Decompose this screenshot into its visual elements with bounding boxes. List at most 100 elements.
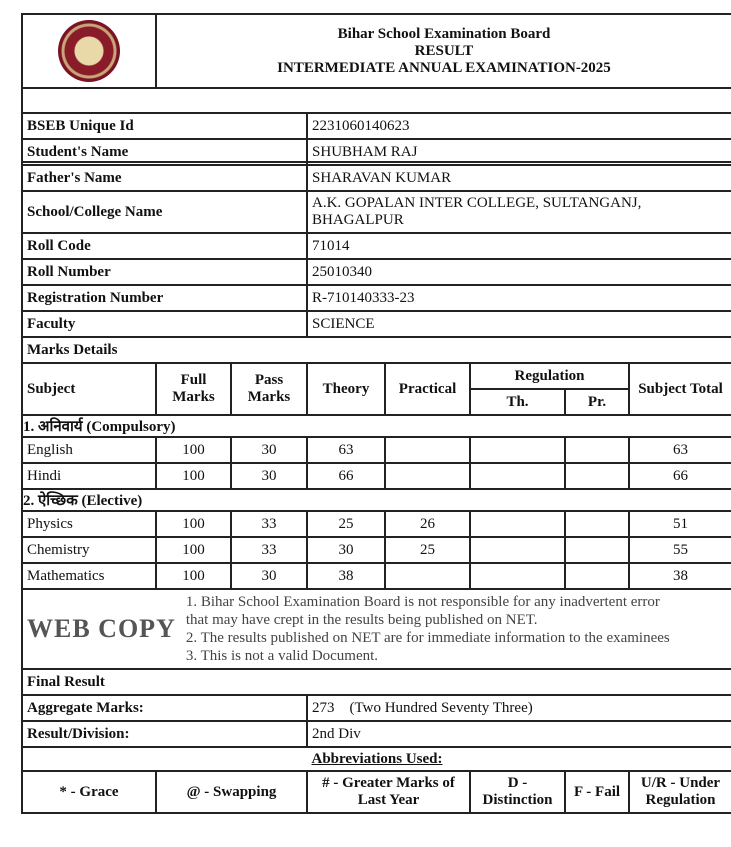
info-row: Student's Name SHUBHAM RAJ	[20, 138, 731, 166]
subject-practical	[384, 436, 472, 464]
info-label: Student's Name	[20, 138, 309, 166]
subject-full: 100	[155, 462, 232, 490]
abbrev-title: Abbreviations Used:	[311, 750, 443, 767]
division-row: Result/Division: 2nd Div	[20, 720, 731, 748]
info-row: Roll Code 71014	[20, 232, 731, 260]
info-row: School/College Name A.K. GOPALAN INTER CO…	[20, 190, 731, 234]
subject-pass: 33	[229, 510, 309, 538]
subject-theory: 38	[306, 562, 387, 590]
subject-total: 38	[628, 562, 731, 590]
marks-header-row: Subject Full Marks Pass Marks Theory Practic…	[21, 362, 731, 416]
header-full: Full Marks	[155, 362, 232, 416]
abbrev-item: * - Grace	[21, 770, 157, 814]
subject-full: 100	[155, 436, 232, 464]
info-row: Father's Name SHARAVAN KUMAR	[20, 164, 731, 192]
header-regulation: Regulation	[469, 362, 631, 390]
subject-pass: 33	[229, 536, 309, 564]
subject-practical	[384, 562, 472, 590]
subject-th	[469, 462, 567, 490]
info-value: 25010340	[306, 258, 731, 286]
group-row: 2. ऐच्छिक (Elective)	[21, 488, 731, 512]
header-practical: Practical	[384, 362, 472, 416]
info-label: Father's Name	[20, 164, 309, 192]
subject-practical: 26	[384, 510, 472, 538]
abbrev-item: U/R - Under Regulation	[628, 770, 731, 814]
disclaimer-line: 1. Bihar School Examination Board is not…	[185, 594, 660, 610]
abbrev-title-row: Abbreviations Used:	[21, 746, 731, 772]
header-reg-th: Th.	[469, 388, 567, 416]
subject-pr	[564, 462, 631, 490]
watermark-cell: WEB COPY 1. Bihar School Examination Boar…	[21, 588, 731, 670]
subject-th	[469, 510, 567, 538]
subject-row: Chemistry 100 33 30 25 55	[21, 536, 731, 564]
header-title: Bihar School Examination Board RESULT IN…	[155, 13, 731, 89]
info-value: SHUBHAM RAJ	[306, 138, 731, 166]
subject-pass: 30	[229, 436, 309, 464]
info-label: Roll Number	[20, 258, 309, 286]
subject-name: English	[21, 436, 157, 464]
subject-full: 100	[155, 536, 232, 564]
info-label: Faculty	[20, 310, 309, 338]
subject-practical: 25	[384, 536, 472, 564]
abbrev-row: * - Grace @ - Swapping # - Greater Marks o…	[21, 770, 731, 814]
marks-details-label: Marks Details	[21, 336, 731, 364]
abbrev-item: # - Greater Marks of Last Year	[306, 770, 472, 814]
subject-total: 66	[628, 462, 731, 490]
group-title: 1. अनिवार्य (Compulsory)	[21, 414, 731, 438]
header-reg-pr: Pr.	[564, 388, 631, 416]
abbrev-item: D - Distinction	[469, 770, 567, 814]
info-value: SCIENCE	[306, 310, 731, 338]
subject-name: Mathematics	[21, 562, 157, 590]
info-value: R-710140333-23	[306, 284, 731, 312]
division-label: Result/Division:	[20, 720, 309, 748]
subject-row: Mathematics 100 30 38 38	[21, 562, 731, 590]
header-subject: Subject	[21, 362, 157, 416]
header-pass: Pass Marks	[229, 362, 309, 416]
info-label: BSEB Unique Id	[20, 112, 309, 140]
subject-pr	[564, 510, 631, 538]
info-label: School/College Name	[20, 190, 309, 234]
subject-name: Chemistry	[21, 536, 157, 564]
disclaimer-line: 3. This is not a valid Document.	[185, 648, 379, 664]
subject-name: Hindi	[21, 462, 157, 490]
marks-subheader-row: Th. Pr.	[22, 388, 731, 416]
blank-row: WEB COPY 1. Bihar School Examination Boar…	[21, 588, 731, 670]
info-row: Registration Number R-710140333-23	[20, 284, 731, 312]
marks-details-row: Marks Details	[21, 336, 731, 364]
subject-total: 55	[628, 536, 731, 564]
watermark-disclaimer: 1. Bihar School Examination Board is not…	[186, 593, 727, 665]
header-theory: Theory	[306, 362, 387, 416]
group-row: 1. अनिवार्य (Compulsory)	[21, 414, 731, 438]
info-value: SHARAVAN KUMAR	[306, 164, 731, 192]
disclaimer-line: 2. The results published on NET are for …	[185, 630, 670, 646]
subject-th	[469, 536, 567, 564]
subject-pass: 30	[229, 562, 309, 590]
header-total: Subject Total	[628, 362, 731, 416]
info-value: A.K. GOPALAN INTER COLLEGE, SULTANGANJ, …	[306, 190, 731, 234]
final-result-label: Final Result	[21, 668, 731, 696]
final-result-row: Final Result	[21, 668, 731, 696]
disclaimer-line: that may have crept in the results being…	[185, 612, 538, 628]
subject-theory: 66	[306, 462, 387, 490]
abbrev-item: @ - Swapping	[154, 770, 309, 814]
aggregate-value: 273 (Two Hundred Seventy Three)	[306, 694, 731, 722]
subject-th	[469, 436, 567, 464]
info-value: 71014	[306, 232, 731, 260]
result-table: BSEB Unique Id 2231060140623 Student's Nam…	[20, 112, 731, 814]
subject-pr	[564, 562, 631, 590]
watermark: WEB COPY 1. Bihar School Examination Boar…	[27, 591, 727, 667]
subject-practical	[384, 462, 472, 490]
subject-row: Physics 100 33 25 26 51	[21, 510, 731, 538]
subject-row: Hindi 100 30 66 66	[21, 462, 731, 490]
subject-total: 51	[628, 510, 731, 538]
subject-total: 63	[628, 436, 731, 464]
logo-cell	[21, 13, 157, 89]
info-row: BSEB Unique Id 2231060140623	[20, 112, 731, 140]
board-name: Bihar School Examination Board	[337, 25, 551, 42]
subject-full: 100	[155, 510, 232, 538]
bseb-logo-icon	[58, 20, 120, 82]
info-label: Registration Number	[20, 284, 309, 312]
group-title: 2. ऐच्छिक (Elective)	[21, 488, 731, 512]
subject-pr	[564, 536, 631, 564]
subject-pass: 30	[229, 462, 309, 490]
